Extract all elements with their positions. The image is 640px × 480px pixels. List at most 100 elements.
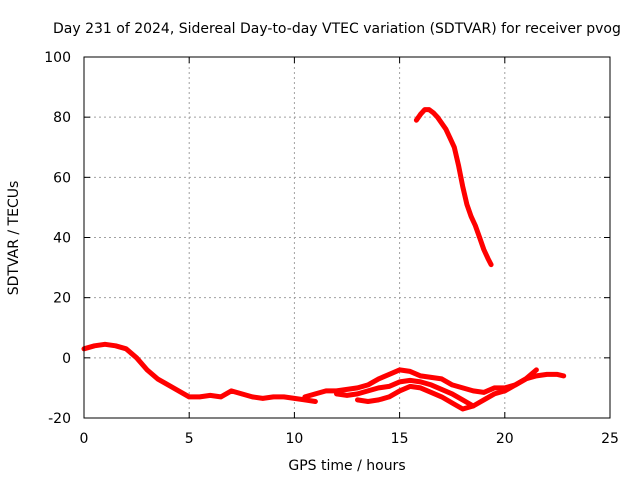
data-point (477, 235, 482, 240)
data-point (218, 394, 223, 400)
data-point (431, 110, 436, 115)
data-point (376, 397, 381, 403)
data-point (144, 367, 150, 373)
data-point (429, 375, 434, 380)
data-point (407, 369, 413, 374)
x-axis-label: GPS time / hours (288, 458, 405, 474)
data-point (414, 118, 419, 123)
data-point (407, 384, 413, 389)
data-point (334, 391, 339, 397)
data-point (134, 355, 139, 360)
data-point (239, 391, 244, 397)
data-point (523, 376, 528, 382)
data-point (397, 388, 402, 394)
data-point (397, 367, 402, 373)
data-point (561, 373, 566, 379)
data-point (460, 184, 465, 189)
data-point (208, 393, 213, 398)
y-tick-label: 40 (53, 231, 71, 247)
data-point (302, 394, 308, 400)
data-point (376, 376, 381, 382)
data-point (439, 376, 444, 382)
data-point (443, 127, 449, 132)
data-point (534, 367, 539, 373)
data-point (452, 145, 457, 150)
data-point (187, 394, 192, 400)
data-point (422, 107, 427, 112)
data-point (450, 400, 455, 406)
data-point (534, 373, 539, 379)
chart-title: Day 231 of 2024, Sidereal Day-to-day VTE… (53, 21, 621, 37)
data-point (344, 393, 350, 398)
data-point (471, 388, 476, 394)
y-tick-label: 20 (53, 291, 71, 307)
data-point (439, 387, 444, 392)
data-point (450, 391, 455, 397)
data-point (426, 107, 432, 112)
data-point (229, 388, 234, 394)
y-tick-label: 0 (62, 351, 71, 367)
data-point (502, 388, 507, 394)
data-point (418, 112, 423, 117)
y-tick-label: 80 (53, 110, 71, 126)
x-tick-label: 5 (185, 431, 194, 447)
data-point (250, 394, 255, 400)
data-point (471, 403, 476, 409)
data-point (365, 399, 371, 404)
data-point (460, 406, 465, 412)
data-point (464, 202, 470, 207)
data-point (102, 342, 108, 347)
data-point (447, 136, 453, 141)
data-point (407, 378, 413, 383)
data-point (176, 388, 181, 394)
data-point (418, 379, 423, 385)
data-point (418, 385, 423, 391)
x-tick-label: 10 (285, 431, 303, 447)
data-point (197, 394, 202, 400)
x-tick-label: 20 (496, 431, 514, 447)
data-point (450, 382, 455, 388)
data-point (460, 385, 465, 391)
x-tick-label: 15 (391, 431, 409, 447)
grid-layer (84, 57, 610, 418)
data-point (555, 372, 560, 377)
data-point (456, 163, 461, 168)
data-point (481, 397, 486, 403)
data-point (492, 385, 497, 391)
data-point (155, 376, 160, 382)
data-point (344, 387, 350, 392)
y-axis-label: SDTVAR / TECUs (6, 181, 22, 296)
data-point (292, 396, 297, 401)
data-point (429, 390, 434, 395)
data-point (355, 391, 360, 397)
data-point (485, 256, 491, 261)
data-point (481, 247, 486, 252)
data-point (492, 391, 497, 397)
data-point (376, 385, 381, 391)
data-point (260, 396, 265, 401)
data-point (468, 214, 474, 219)
data-point (386, 384, 392, 389)
y-tick-label: -20 (48, 411, 71, 427)
data-point (166, 382, 171, 388)
data-point (435, 115, 440, 120)
data-point (313, 391, 318, 397)
data-point (281, 394, 287, 400)
data-point (365, 382, 371, 388)
data-point (92, 343, 97, 348)
data-point (355, 397, 360, 403)
data-point (544, 372, 550, 377)
data-point (418, 373, 423, 379)
data-point (386, 394, 392, 400)
data-point (397, 379, 402, 385)
data-point (439, 121, 444, 126)
data-point (386, 372, 392, 377)
y-tick-label: 60 (53, 170, 71, 186)
data-point (473, 223, 478, 228)
data-point (113, 343, 118, 348)
data-point (429, 382, 434, 388)
data-point (488, 262, 494, 267)
data-point (481, 390, 486, 395)
